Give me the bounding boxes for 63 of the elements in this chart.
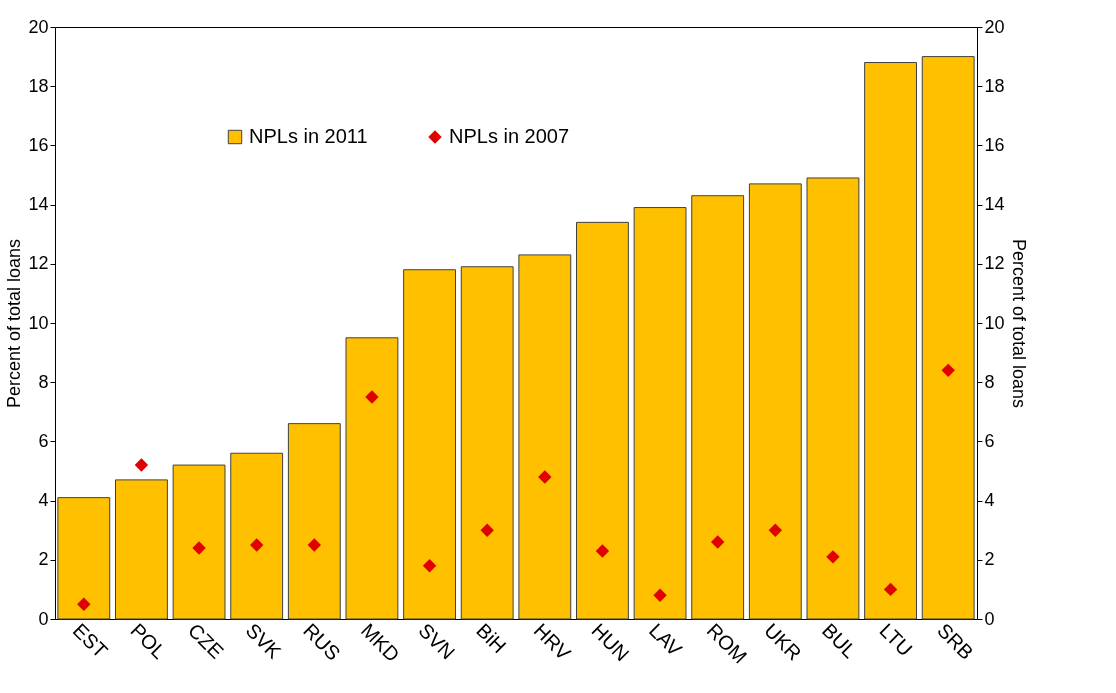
bar bbox=[518, 254, 572, 620]
y-axis-title: Percent of total loans bbox=[4, 238, 25, 409]
bar bbox=[576, 221, 629, 620]
y-tick-label: 0 bbox=[38, 608, 49, 629]
y2-tick-label: 8 bbox=[984, 371, 995, 392]
y-tick-label: 20 bbox=[28, 16, 49, 37]
bar bbox=[633, 207, 687, 620]
bar bbox=[287, 423, 341, 620]
legend-label: NPLs in 2007 bbox=[449, 125, 570, 147]
point bbox=[480, 523, 494, 537]
y-tick-label: 6 bbox=[38, 430, 49, 451]
point bbox=[826, 550, 840, 564]
bar bbox=[403, 269, 456, 620]
y2-tick-label: 2 bbox=[984, 549, 995, 570]
point bbox=[710, 535, 725, 549]
y2-tick-label: 10 bbox=[984, 312, 1005, 333]
bar bbox=[806, 177, 860, 620]
bar bbox=[460, 266, 514, 620]
point bbox=[134, 458, 149, 472]
point bbox=[653, 588, 667, 603]
point bbox=[307, 538, 322, 552]
point bbox=[941, 363, 955, 378]
bar bbox=[345, 337, 399, 620]
point bbox=[768, 523, 783, 537]
x-tick-label: LTU bbox=[875, 619, 917, 661]
point bbox=[595, 544, 610, 558]
point bbox=[365, 390, 379, 404]
bar bbox=[691, 195, 745, 620]
bar bbox=[864, 62, 917, 620]
bar bbox=[230, 452, 284, 620]
x-tick-label: EST bbox=[68, 619, 112, 663]
y2-tick-label: 20 bbox=[984, 16, 1005, 37]
y2-tick-label: 18 bbox=[984, 75, 1005, 96]
point bbox=[249, 538, 264, 552]
x-tick-label: BiH bbox=[472, 619, 511, 658]
y2-tick-label: 0 bbox=[984, 608, 995, 629]
y-tick-label: 4 bbox=[38, 490, 49, 511]
y2-tick-label: 14 bbox=[984, 194, 1005, 215]
y-tick-label: 10 bbox=[28, 312, 49, 333]
y2-tick-label: 16 bbox=[984, 134, 1005, 155]
legend-label: NPLs in 2011 bbox=[249, 125, 368, 147]
y-tick-label: 14 bbox=[28, 194, 49, 215]
y2-tick-label: 6 bbox=[984, 430, 995, 451]
bar bbox=[115, 479, 168, 620]
point bbox=[192, 541, 206, 555]
point bbox=[538, 470, 552, 484]
y2-axis-title: Percent of total loans bbox=[1008, 238, 1029, 409]
point bbox=[422, 559, 437, 573]
y-tick-label: 12 bbox=[28, 253, 49, 274]
y-tick-label: 8 bbox=[38, 371, 49, 392]
bar bbox=[748, 183, 802, 620]
x-tick-label: LAV bbox=[644, 619, 687, 661]
bar bbox=[57, 497, 111, 620]
point bbox=[883, 582, 898, 597]
y-tick-label: 18 bbox=[28, 75, 49, 96]
y2-tick-label: 12 bbox=[984, 253, 1005, 274]
y-tick-label: 2 bbox=[38, 549, 49, 570]
y2-tick-label: 4 bbox=[984, 490, 995, 511]
point bbox=[77, 597, 91, 611]
x-tick-label: CZE bbox=[183, 619, 228, 663]
bar bbox=[172, 464, 226, 620]
y-tick-label: 16 bbox=[28, 134, 49, 155]
bar bbox=[921, 56, 975, 620]
